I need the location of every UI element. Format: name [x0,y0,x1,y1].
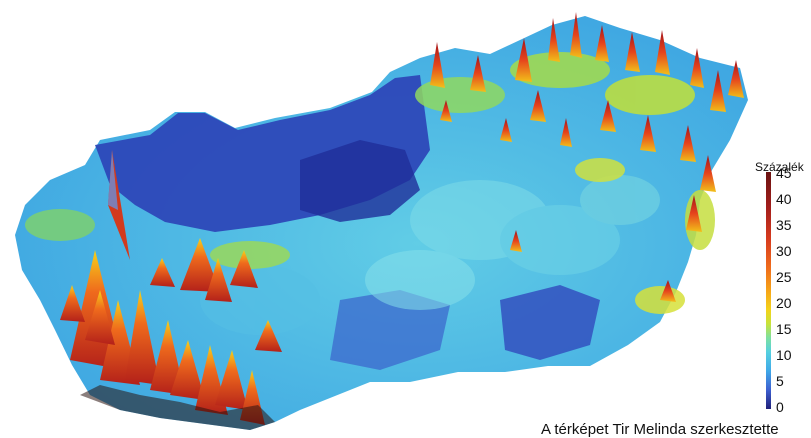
relief-shadow [80,385,275,430]
legend-color-bar [766,172,771,409]
legend-title: Százalék [755,160,804,174]
low-region-center [300,140,420,222]
low-region-south [500,285,600,360]
color-legend: Százalék 45 40 35 30 25 20 15 10 5 0 [755,160,811,420]
legend-tick: 35 [776,217,792,233]
legend-tick: 40 [776,191,792,207]
legend-tick: 0 [776,399,784,415]
legend-tick: 45 [776,165,792,181]
southwest-peaks [60,238,282,425]
map-credit: A térképet Tir Melinda szerkesztette [541,421,779,438]
legend-tick: 30 [776,243,792,259]
legend-tick: 15 [776,321,792,337]
legend-tick: 25 [776,269,792,285]
northeast-peaks [430,12,744,302]
legend-tick: 10 [776,347,792,363]
legend-tick: 5 [776,373,784,389]
legend-tick: 20 [776,295,792,311]
